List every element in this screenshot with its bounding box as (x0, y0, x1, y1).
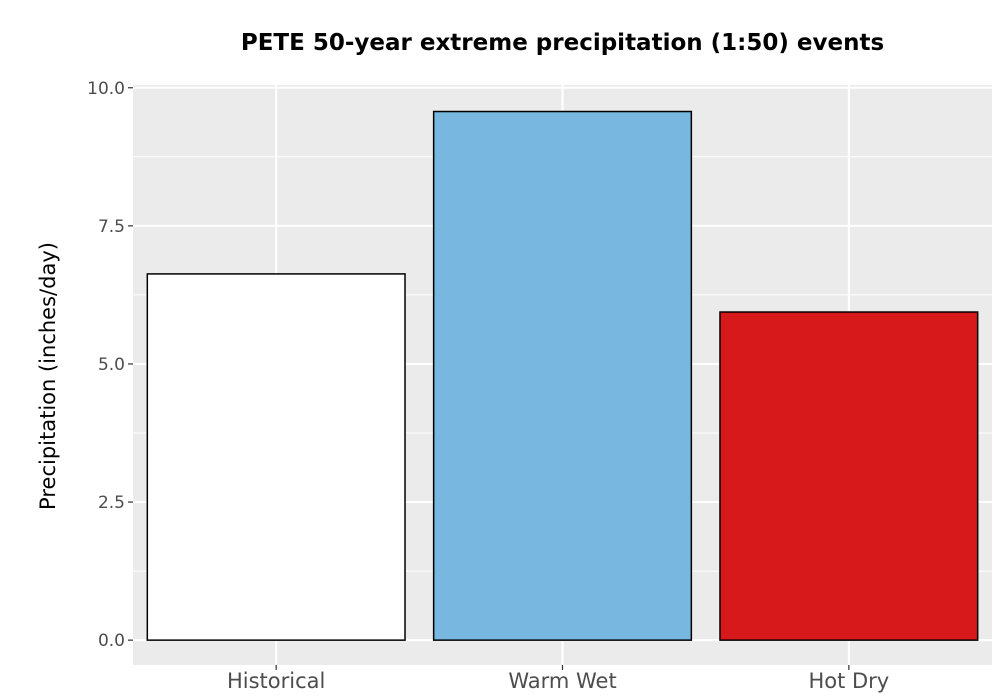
x-axis: Historical Warm Wet Hot Dry (227, 665, 889, 693)
bars (146, 110, 979, 641)
x-tick-label: Warm Wet (508, 669, 616, 693)
chart-title: PETE 50-year extreme precipitation (1:50… (240, 30, 885, 56)
y-tick-label: 2.5 (98, 493, 125, 513)
y-tick-label: 0.0 (98, 631, 125, 651)
x-tick-label: Historical (227, 669, 325, 693)
y-tick-label: 10.0 (87, 79, 125, 99)
x-tick-label: Hot Dry (808, 669, 889, 693)
bar-historical (146, 273, 406, 641)
y-tick-label: 7.5 (98, 217, 125, 237)
bar-warm-wet (432, 110, 693, 641)
y-tick-label: 5.0 (98, 355, 125, 375)
y-axis: 0.0 2.5 5.0 7.5 10.0 (87, 79, 133, 651)
bar-hot-dry (719, 311, 979, 641)
